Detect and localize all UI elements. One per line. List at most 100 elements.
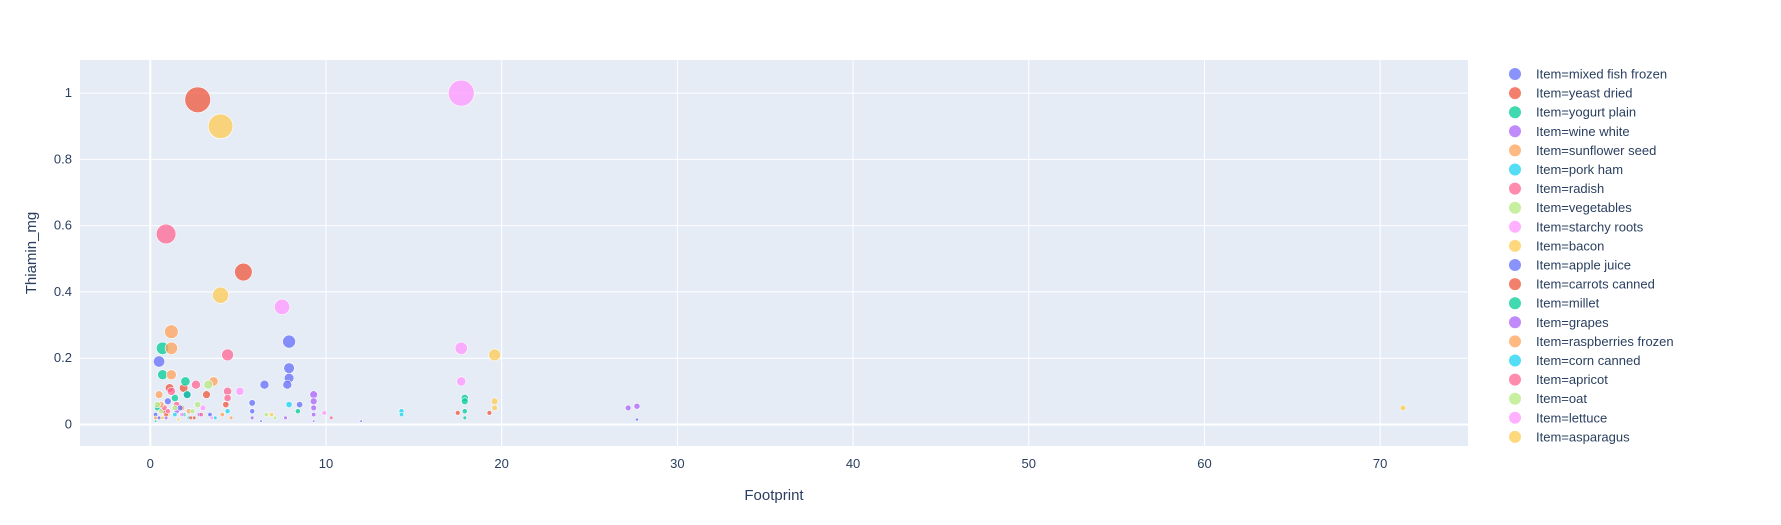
data-point[interactable] (172, 411, 178, 418)
legend-item[interactable]: Item=lettuce (1509, 410, 1607, 425)
data-point[interactable] (488, 348, 501, 362)
data-point[interactable] (272, 415, 278, 420)
data-point[interactable] (461, 397, 469, 406)
data-point[interactable] (310, 404, 317, 412)
data-point[interactable] (154, 390, 164, 399)
data-point[interactable] (283, 415, 288, 420)
data-point[interactable] (194, 401, 202, 409)
data-point[interactable] (234, 262, 253, 282)
legend-item[interactable]: Item=raspberries frozen (1509, 334, 1674, 349)
legend-item[interactable]: Item=millet (1509, 296, 1600, 311)
data-point[interactable] (282, 379, 293, 390)
data-point[interactable] (188, 415, 193, 420)
legend[interactable]: Item=mixed fish frozen Item=yeast dried It… (1509, 67, 1674, 445)
data-point[interactable] (455, 410, 461, 416)
data-point[interactable] (491, 404, 498, 412)
data-point[interactable] (179, 411, 185, 418)
data-point[interactable] (223, 393, 232, 402)
data-point[interactable] (212, 286, 229, 304)
data-point[interactable] (321, 410, 327, 416)
data-point[interactable] (228, 415, 234, 420)
data-point[interactable] (249, 408, 256, 415)
data-point[interactable] (309, 390, 318, 399)
data-point[interactable] (153, 401, 161, 409)
data-point[interactable] (156, 415, 162, 420)
legend-item[interactable]: Item=asparagus (1509, 429, 1630, 444)
data-point[interactable] (164, 341, 178, 355)
legend-item[interactable]: Item=yogurt plain (1509, 105, 1636, 120)
data-point[interactable] (263, 411, 269, 418)
data-point[interactable] (202, 390, 211, 399)
data-point[interactable] (171, 404, 179, 412)
data-point[interactable] (296, 401, 304, 409)
data-point[interactable] (153, 355, 166, 368)
data-point[interactable] (176, 404, 184, 412)
data-point[interactable] (182, 390, 192, 399)
legend-item[interactable]: Item=apple juice (1509, 258, 1631, 273)
data-point[interactable] (359, 419, 363, 423)
legend-item[interactable]: Item=grapes (1509, 315, 1609, 330)
data-point[interactable] (1399, 404, 1407, 412)
data-point[interactable] (189, 408, 196, 415)
data-point[interactable] (213, 415, 218, 420)
data-point[interactable] (250, 415, 255, 420)
data-point[interactable] (268, 411, 275, 418)
data-point[interactable] (180, 376, 191, 387)
data-point[interactable] (199, 404, 207, 412)
data-point[interactable] (309, 397, 318, 406)
data-point[interactable] (203, 379, 214, 390)
data-point[interactable] (235, 386, 245, 396)
data-point[interactable] (283, 362, 295, 374)
data-point[interactable] (285, 401, 293, 409)
data-point[interactable] (224, 408, 231, 415)
data-point[interactable] (311, 411, 317, 418)
data-point[interactable] (164, 408, 171, 415)
legend-item[interactable]: Item=carrots canned (1509, 277, 1655, 292)
legend-item[interactable]: Item=sunflower seed (1509, 143, 1656, 158)
data-point[interactable] (184, 86, 211, 113)
data-point[interactable] (222, 401, 230, 409)
legend-item[interactable]: Item=oat (1509, 391, 1587, 406)
data-point[interactable] (153, 419, 158, 423)
data-point[interactable] (462, 415, 467, 420)
legend-item[interactable]: Item=yeast dried (1509, 86, 1632, 101)
data-point[interactable] (490, 397, 499, 406)
data-point[interactable] (454, 341, 468, 355)
data-point[interactable] (398, 411, 405, 418)
legend-item[interactable]: Item=corn canned (1509, 353, 1640, 368)
legend-item[interactable]: Item=starchy roots (1509, 219, 1644, 234)
data-point[interactable] (461, 408, 468, 415)
legend-item[interactable]: Item=pork ham (1509, 162, 1623, 177)
data-point[interactable] (164, 324, 179, 339)
legend-item[interactable]: Item=vegetables (1509, 200, 1632, 215)
data-point[interactable] (157, 408, 164, 415)
data-point[interactable] (191, 379, 201, 390)
data-point[interactable] (166, 386, 176, 396)
data-point[interactable] (274, 298, 291, 315)
data-point[interactable] (248, 399, 256, 407)
data-point[interactable] (192, 415, 197, 420)
data-point[interactable] (633, 402, 641, 410)
legend-item[interactable]: Item=radish (1509, 181, 1604, 196)
data-point[interactable] (207, 113, 234, 139)
data-point[interactable] (209, 415, 214, 420)
data-point[interactable] (160, 415, 165, 420)
data-point[interactable] (153, 415, 158, 420)
data-point[interactable] (221, 348, 234, 362)
legend-item[interactable]: Item=bacon (1509, 238, 1604, 253)
data-point[interactable] (447, 79, 475, 107)
data-point[interactable] (176, 417, 181, 422)
data-point[interactable] (166, 369, 177, 381)
data-point[interactable] (624, 404, 632, 412)
data-point[interactable] (198, 411, 204, 418)
legend-item[interactable]: Item=apricot (1509, 372, 1608, 387)
data-point[interactable] (456, 376, 467, 387)
data-point[interactable] (219, 411, 225, 418)
data-point[interactable] (259, 419, 263, 423)
data-point[interactable] (312, 419, 316, 423)
data-point[interactable] (294, 408, 301, 415)
data-point[interactable] (486, 410, 493, 416)
data-point[interactable] (329, 415, 334, 420)
data-point[interactable] (164, 397, 172, 406)
legend-item[interactable]: Item=wine white (1509, 124, 1630, 139)
